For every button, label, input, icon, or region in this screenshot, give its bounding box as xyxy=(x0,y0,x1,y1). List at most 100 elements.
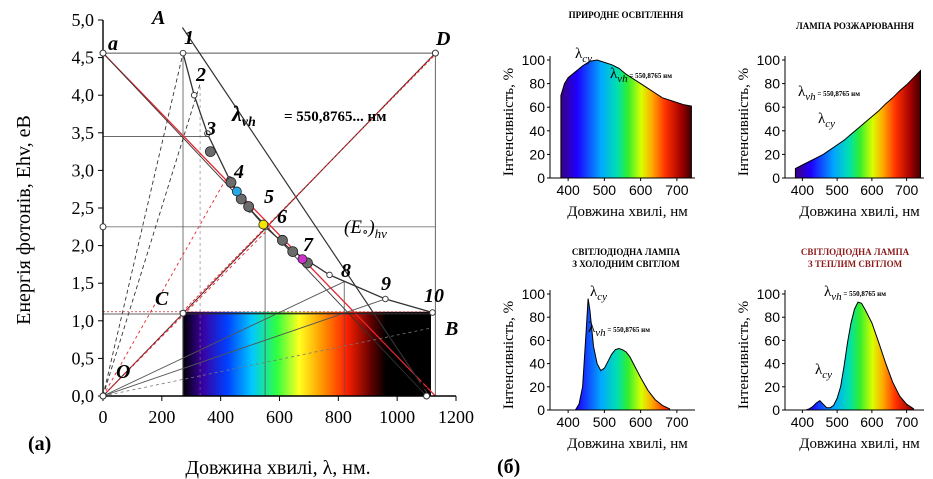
figure-label-b: (б) xyxy=(497,456,520,478)
y-tick-label: 4,0 xyxy=(72,85,95,105)
energy-wavelength-chart: 0 200 400 600 800 1000 1200 0,0 0,5 1,0 1,5 2,0 2,5 3… xyxy=(13,7,474,479)
lambda-vh-value: = 550,8765 нм xyxy=(842,290,887,298)
e0-point-left xyxy=(99,223,107,231)
spectrum-x-tick-label: 600 xyxy=(860,182,884,198)
point-C xyxy=(179,309,187,317)
y-tick-label: 2,0 xyxy=(72,236,95,256)
x-tick-label: 1000 xyxy=(379,407,415,427)
chart-a-ticks: 0 200 400 600 800 1000 1200 0,0 0,5 1,0 1,5 2,0 2,5 3… xyxy=(72,10,475,427)
lambda-symbol: λvh xyxy=(231,101,256,130)
lambda-vh-value: = 550,8765... нм xyxy=(284,109,386,125)
spectrum-y-tick-label: 40 xyxy=(529,123,545,139)
spectrum-y-tick-label: 40 xyxy=(764,356,780,372)
line-O-9 xyxy=(102,298,386,397)
curve-number-7: 7 xyxy=(303,234,314,256)
spectrum-title: З ТЕПЛИМ СВІТЛОМ xyxy=(808,259,903,269)
lambda-cy-label: λcy xyxy=(590,284,607,303)
chart-a-y-axis-label-group: Енергія фотонів, Ehv, eB xyxy=(13,115,35,325)
spectrum-area xyxy=(574,298,671,411)
lambda-vh-value: = 550,8765 нм xyxy=(628,72,673,80)
spectrum-area xyxy=(560,59,692,179)
y-tick-label: 1,0 xyxy=(72,311,95,331)
spectrum-y-axis-label: Інтенсивність, % xyxy=(501,68,517,176)
spectrum-y-tick-label: 20 xyxy=(529,379,545,395)
lambda-vh-label: λvh = 550,8765 нм xyxy=(588,320,650,339)
x-tick-label: 200 xyxy=(148,407,175,427)
spectrum-title: СВІТЛОДІОДНА ЛАМПА xyxy=(572,247,681,257)
spectrum-x-axis-label: Довжина хвилі, нм xyxy=(567,204,688,220)
lambda-cy-label: λcy xyxy=(575,46,592,65)
spectrum-y-tick-label: 0 xyxy=(537,402,545,418)
spectrum-y-tick-label: 60 xyxy=(764,99,780,115)
lambda-cy-sub: cy xyxy=(582,53,592,65)
spectrum-y-tick-label: 0 xyxy=(772,402,780,418)
spectrum-y-tick-label: 80 xyxy=(529,309,545,325)
point-label-b: b xyxy=(388,373,398,395)
curve-number-8: 8 xyxy=(341,260,351,282)
dashed-O-10 xyxy=(102,327,430,397)
y-tick-label: 3,5 xyxy=(72,123,95,143)
point-label-A: A xyxy=(150,7,165,29)
spectrum-x-tick-label: 600 xyxy=(629,182,653,198)
x-tick-label: 0 xyxy=(99,407,108,427)
spectrum-y-label-group: Інтенсивність, % xyxy=(736,68,752,176)
diagonal-OD-red xyxy=(102,52,436,397)
lambda-vh-sub: vh xyxy=(617,73,628,85)
x-tick-label: 400 xyxy=(207,407,234,427)
y-tick-label: 5,0 xyxy=(72,10,95,30)
spectrum-area xyxy=(805,301,915,411)
lambda-cy-label: λcy xyxy=(815,362,832,381)
point-label-B: B xyxy=(444,318,458,340)
lambda-cy-sub: cy xyxy=(825,118,835,130)
red-dashed-2 xyxy=(102,226,271,397)
spectrum-y-tick-label: 20 xyxy=(764,379,780,395)
spectrum-x-tick-label: 400 xyxy=(791,414,815,430)
spectrum-y-tick-label: 80 xyxy=(529,76,545,92)
spectrum-y-axis-label: Інтенсивність, % xyxy=(736,301,752,409)
spectrum-x-tick-label: 500 xyxy=(593,182,617,198)
spectrum-y-tick-label: 0 xyxy=(772,170,780,186)
spectrum-x-tick-label: 700 xyxy=(895,182,919,198)
lambda-cy-sub: cy xyxy=(597,291,607,303)
x-tick-label: 800 xyxy=(325,407,352,427)
lambda-vh-sub: vh xyxy=(805,91,816,103)
e0-annotation: (E∘)hv xyxy=(344,217,387,241)
curve-node xyxy=(179,49,187,57)
spectrum-y-tick-label: 40 xyxy=(764,123,780,139)
spectrum-y-tick-label: 60 xyxy=(529,332,545,348)
point-b xyxy=(423,392,431,400)
spectrum-x-tick-label: 400 xyxy=(556,182,580,198)
spectrum-panel-1: ПРИРОДНЕ ОСВІТЛЕННЯ 400 500 600 700 0 20 40 60 80… xyxy=(501,10,695,220)
lambda-vh-value: = 550,8765 нм xyxy=(816,90,861,98)
spectrum-y-axis-label: Інтенсивність, % xyxy=(501,301,517,409)
curve-point-gray xyxy=(277,234,288,246)
spectrum-y-tick-label: 80 xyxy=(764,76,780,92)
red-dashed-C-D xyxy=(182,51,439,313)
curve-number-10: 10 xyxy=(424,285,444,307)
point-D xyxy=(431,49,439,57)
lambda-vh-label: λvh = 550,8765 нм xyxy=(798,84,860,103)
lambda-vh-sub: vh xyxy=(831,291,842,303)
spectrum-y-tick-label: 80 xyxy=(764,309,780,325)
spectrum-x-tick-label: 600 xyxy=(860,414,884,430)
spectrum-x-axis-label: Довжина хвилі, нм xyxy=(567,436,688,452)
spectrum-x-tick-label: 600 xyxy=(629,414,653,430)
curve-number-6: 6 xyxy=(277,206,287,228)
e0-label: (E∘)hv xyxy=(344,217,387,241)
y-tick-label: 4,5 xyxy=(72,48,95,68)
curve-number-3: 3 xyxy=(205,118,216,140)
chart-a-hyperbola-curve xyxy=(182,52,433,314)
spectrum-y-label-group: Інтенсивність, % xyxy=(501,301,517,409)
curve-point-color xyxy=(258,219,269,230)
curve-point-gray xyxy=(243,201,255,212)
spectrum-title: З ХОЛОДНИМ СВІТЛОМ xyxy=(572,259,680,269)
curve-point-gray xyxy=(204,146,216,158)
spectrum-y-axis-label: Інтенсивність, % xyxy=(736,68,752,176)
y-tick-label: 0,0 xyxy=(72,386,95,406)
curve-number-9: 9 xyxy=(381,273,391,295)
dashed-O-1 xyxy=(102,52,184,397)
curve-number-1: 1 xyxy=(184,27,194,49)
